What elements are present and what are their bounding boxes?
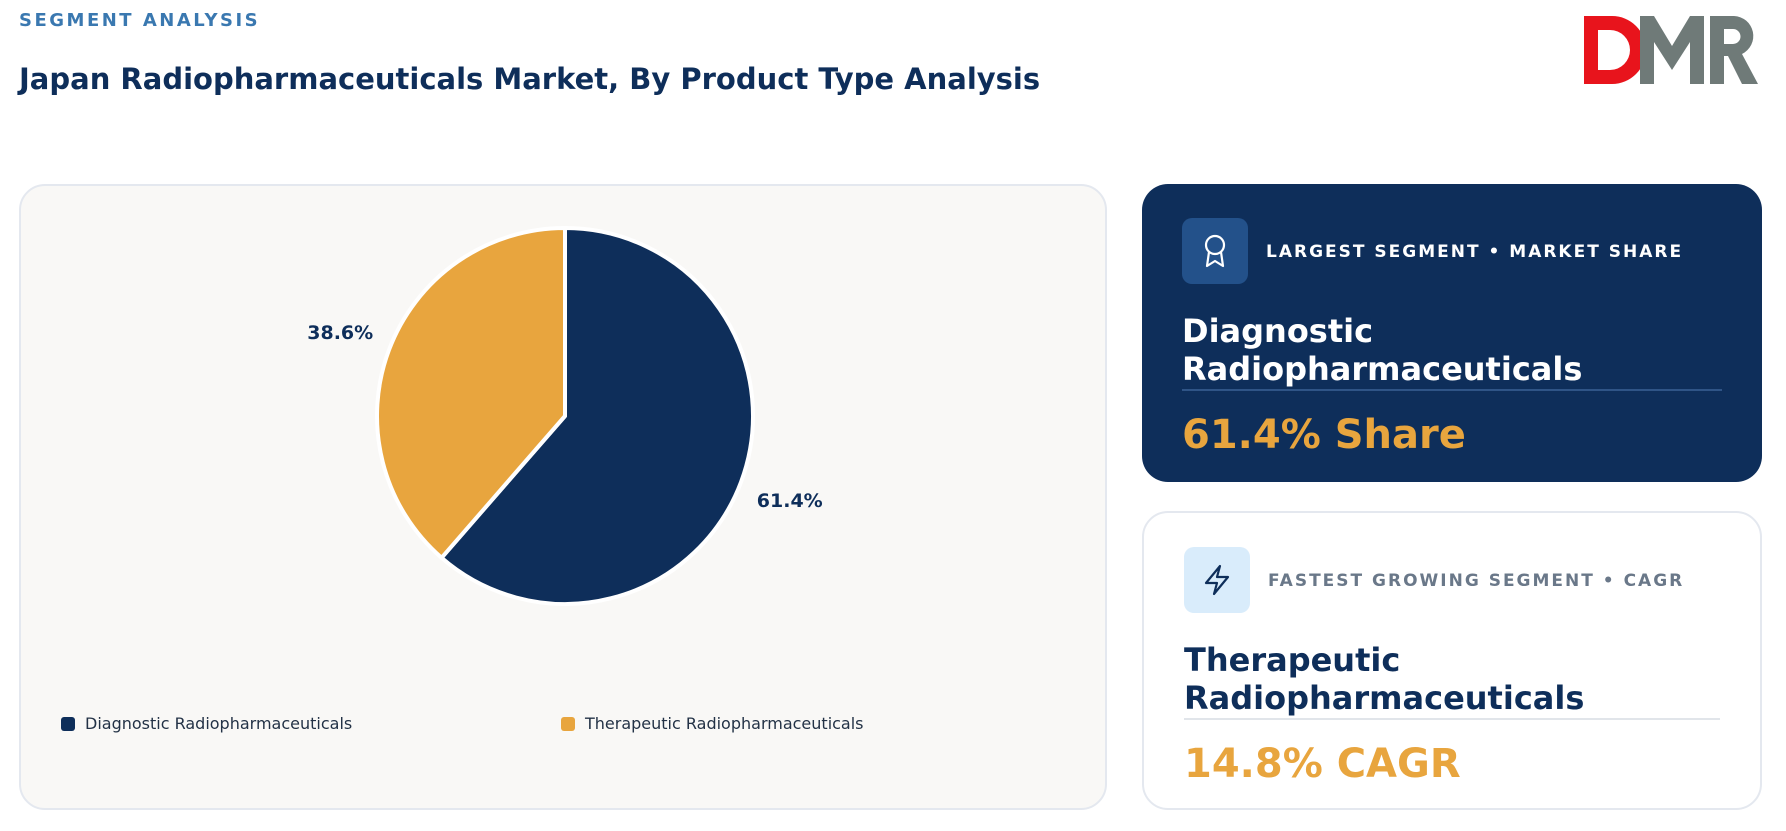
slice-label-diagnostic: 61.4% [757, 490, 823, 512]
legend-item-therapeutic: Therapeutic Radiopharmaceuticals [561, 714, 864, 733]
fastest-segment-card: FASTEST GROWING SEGMENT • CAGR Therapeut… [1142, 511, 1762, 810]
largest-segment-card: LARGEST SEGMENT • MARKET SHARE Diagnosti… [1142, 184, 1762, 482]
largest-segment-label: LARGEST SEGMENT • MARKET SHARE [1266, 242, 1684, 262]
card-divider [1184, 718, 1720, 720]
pie-slice-diagnostic [439, 226, 755, 606]
page-title: Japan Radiopharmaceuticals Market, By Pr… [19, 62, 1041, 96]
segment-eyebrow: SEGMENT ANALYSIS [19, 10, 261, 31]
logo-letter-m [1640, 16, 1704, 84]
largest-segment-name: Diagnostic Radiopharmaceuticals [1182, 312, 1583, 388]
award-icon-box [1182, 218, 1248, 284]
largest-segment-metric: 61.4% Share [1182, 412, 1466, 458]
legend-item-diagnostic: Diagnostic Radiopharmaceuticals [61, 714, 352, 733]
pie-slice-therapeutic [375, 226, 567, 560]
legend-label-therapeutic: Therapeutic Radiopharmaceuticals [585, 714, 864, 733]
pie-chart: 61.4% 38.6% [307, 226, 823, 606]
fastest-segment-label: FASTEST GROWING SEGMENT • CAGR [1268, 571, 1685, 591]
dmr-logo [1584, 16, 1758, 84]
logo-letter-r [1710, 16, 1758, 84]
legend-label-diagnostic: Diagnostic Radiopharmaceuticals [85, 714, 353, 733]
award-icon [1204, 234, 1226, 268]
lightning-icon-box [1184, 547, 1250, 613]
fastest-segment-metric: 14.8% CAGR [1184, 741, 1461, 787]
slice-label-therapeutic: 38.6% [307, 322, 373, 344]
fastest-segment-name: Therapeutic Radiopharmaceuticals [1184, 641, 1585, 717]
card-divider [1182, 389, 1722, 391]
legend-swatch-therapeutic [561, 716, 575, 731]
lightning-icon [1204, 564, 1230, 596]
chart-card: 61.4% 38.6% Diagnostic Radiopharmaceutica… [19, 184, 1107, 810]
logo-letter-d [1584, 16, 1646, 84]
legend-swatch-diagnostic [61, 716, 75, 731]
